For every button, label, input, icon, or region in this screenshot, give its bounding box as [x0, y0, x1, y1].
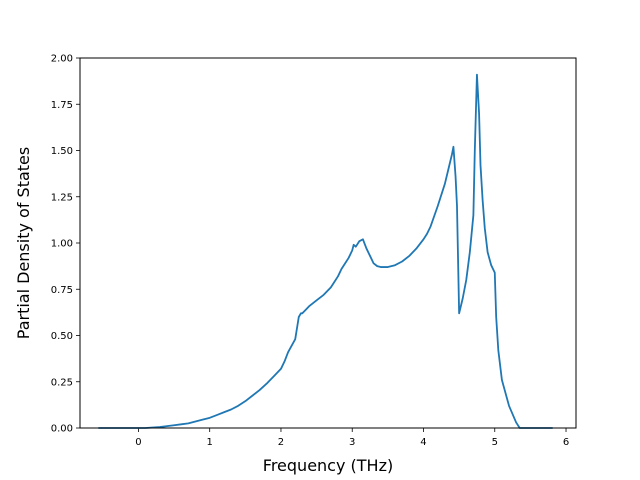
x-tick-label: 3 — [349, 437, 355, 448]
y-tick-label: 0.50 — [51, 331, 73, 342]
ticks-layer: 0 1 2 3 4 5 6 0.00 0.25 0.50 0.75 1.00 1.25 1.50 1.75 2… — [51, 54, 569, 449]
axes-frame — [79, 57, 577, 429]
x-tick-label: 5 — [492, 437, 498, 448]
x-axis-title: Frequency (THz) — [263, 456, 393, 475]
y-tick-label: 1.00 — [51, 239, 73, 250]
x-tick-label: 0 — [135, 437, 141, 448]
pdos-series-line — [98, 73, 553, 429]
y-tick-label: 2.00 — [51, 54, 73, 65]
x-tick-label: 2 — [278, 437, 284, 448]
y-tick-label: 0.75 — [51, 285, 73, 296]
plot-area — [98, 73, 553, 429]
y-axis-title: Partial Density of States — [14, 147, 33, 339]
y-tick-label: 1.75 — [51, 100, 73, 111]
x-tick-label: 4 — [420, 437, 426, 448]
y-tick-label: 1.25 — [51, 192, 73, 203]
x-tick-label: 1 — [207, 437, 213, 448]
y-tick-label: 0.25 — [51, 377, 73, 388]
y-tick-label: 1.50 — [51, 146, 73, 157]
x-tick-label: 6 — [563, 437, 569, 448]
y-tick-label: 0.00 — [51, 424, 73, 435]
